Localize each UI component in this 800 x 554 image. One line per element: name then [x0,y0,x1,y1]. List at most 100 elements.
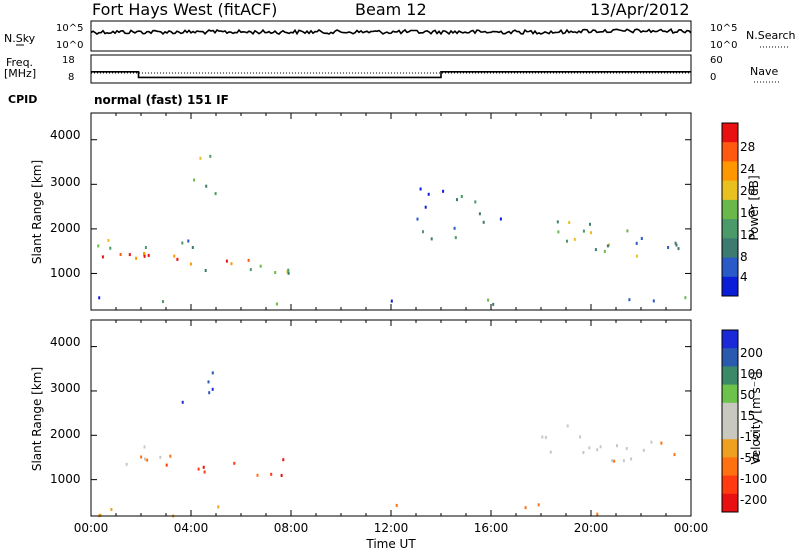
power-cell [107,239,110,242]
velocity-colorbar-swatch [722,330,738,349]
power-cell [249,268,252,272]
velocity-cell [169,454,172,458]
nsky-series-line [90,27,692,36]
nsearch-tick-low: 10^0 [710,40,738,51]
power-cell [626,229,629,233]
power-cell [135,256,138,260]
velocity-cell [233,461,236,465]
velocity-cell [159,455,162,459]
power-panel-frame [90,112,692,311]
velocity-cell [280,474,283,477]
power-cell [225,259,228,263]
power-colorbar-swatch [722,257,738,278]
velocity-cell [395,503,398,507]
power-cell [424,205,427,209]
velocity-cell [541,435,544,439]
power-cell [652,299,655,303]
x-tick: 16:00 [473,521,509,535]
power-cell [274,271,277,274]
freq-tick-high: 18 [62,55,75,66]
power-cell [128,253,131,257]
velocity-colorbar-swatch [722,475,738,495]
velocity-cell [650,440,653,444]
nave-tick-low: 0 [710,72,717,83]
velocity-cell [524,506,527,510]
velocity-colorbar-swatch [722,348,738,367]
power-cell [286,270,289,274]
nsearch-label: N.Search [746,29,796,42]
velocity-cell [197,467,200,471]
velocity-cell [596,448,599,452]
velocity-colorbar-swatch [722,457,738,477]
power-cell [287,268,290,272]
velocity-cell [217,505,220,509]
velocity-cell [140,455,143,459]
power-cb-tick: 16 [740,206,756,220]
velocity-cell [616,444,618,448]
cpid-mode: normal (fast) 151 IF [94,93,229,107]
velocity-cell [211,387,214,391]
power-cell [390,299,393,303]
power-cell [492,302,495,306]
power-cell [635,254,638,258]
velocity-cell [579,435,582,439]
velocity-panel-frame [90,319,692,517]
power-cell [119,253,122,256]
x-tick: 08:00 [273,521,309,535]
power-cell [442,189,445,193]
power-cell [478,212,481,216]
velocity-cell [211,371,214,375]
power-cell [205,184,208,188]
power-cell [97,244,100,248]
nave-label: Nave [750,65,779,78]
power-cell [209,154,212,158]
power-cell [430,237,433,241]
velocity-cb-tick: 200 [740,346,763,360]
beam-label: Beam 12 [355,0,427,19]
power-cell [147,253,150,257]
power-cell [191,246,194,249]
velocity-ytick-1000: 1000 [50,472,81,486]
power-cell [557,230,560,234]
velocity-cell [203,470,206,474]
power-cell [677,247,680,251]
power-cell [275,302,278,306]
power-cell [181,241,184,245]
power-cell [230,262,233,266]
velocity-cell [144,457,146,461]
velocity-cell [660,441,663,445]
velocity-cell [613,459,616,463]
power-cell [456,198,458,202]
power-colorbar-swatch [722,142,738,162]
power-colorbar-swatch [722,123,738,143]
velocity-cell [99,513,102,517]
velocity-cell [588,446,591,450]
power-cb-tick: 24 [740,162,756,176]
power-cell [684,296,687,300]
power-ytick-4000: 4000 [50,128,81,142]
power-cell [189,262,192,266]
power-cell [556,220,559,224]
power-cell [214,192,217,196]
velocity-ytick-4000: 4000 [50,335,81,349]
power-cell [460,195,463,198]
power-cell [582,229,585,233]
x-axis-title: Time UT [366,537,416,551]
power-cell [594,248,597,252]
velocity-cell [673,453,676,457]
velocity-cell [537,503,540,507]
power-cell [487,298,490,302]
power-cell [199,156,202,160]
power-cell [667,246,670,249]
power-cell [419,187,422,191]
velocity-colorbar-frame [721,329,739,513]
freq-panel-frame [90,54,692,84]
velocity-cell [582,451,585,454]
velocity-cell [622,459,625,463]
velocity-cb-tick: 15 [740,409,756,423]
velocity-cb-tick: 100 [740,367,763,381]
power-colorbar-swatch [722,238,738,258]
cpid-label: CPID [8,93,38,106]
velocity-cb-tick: -100 [740,472,768,486]
